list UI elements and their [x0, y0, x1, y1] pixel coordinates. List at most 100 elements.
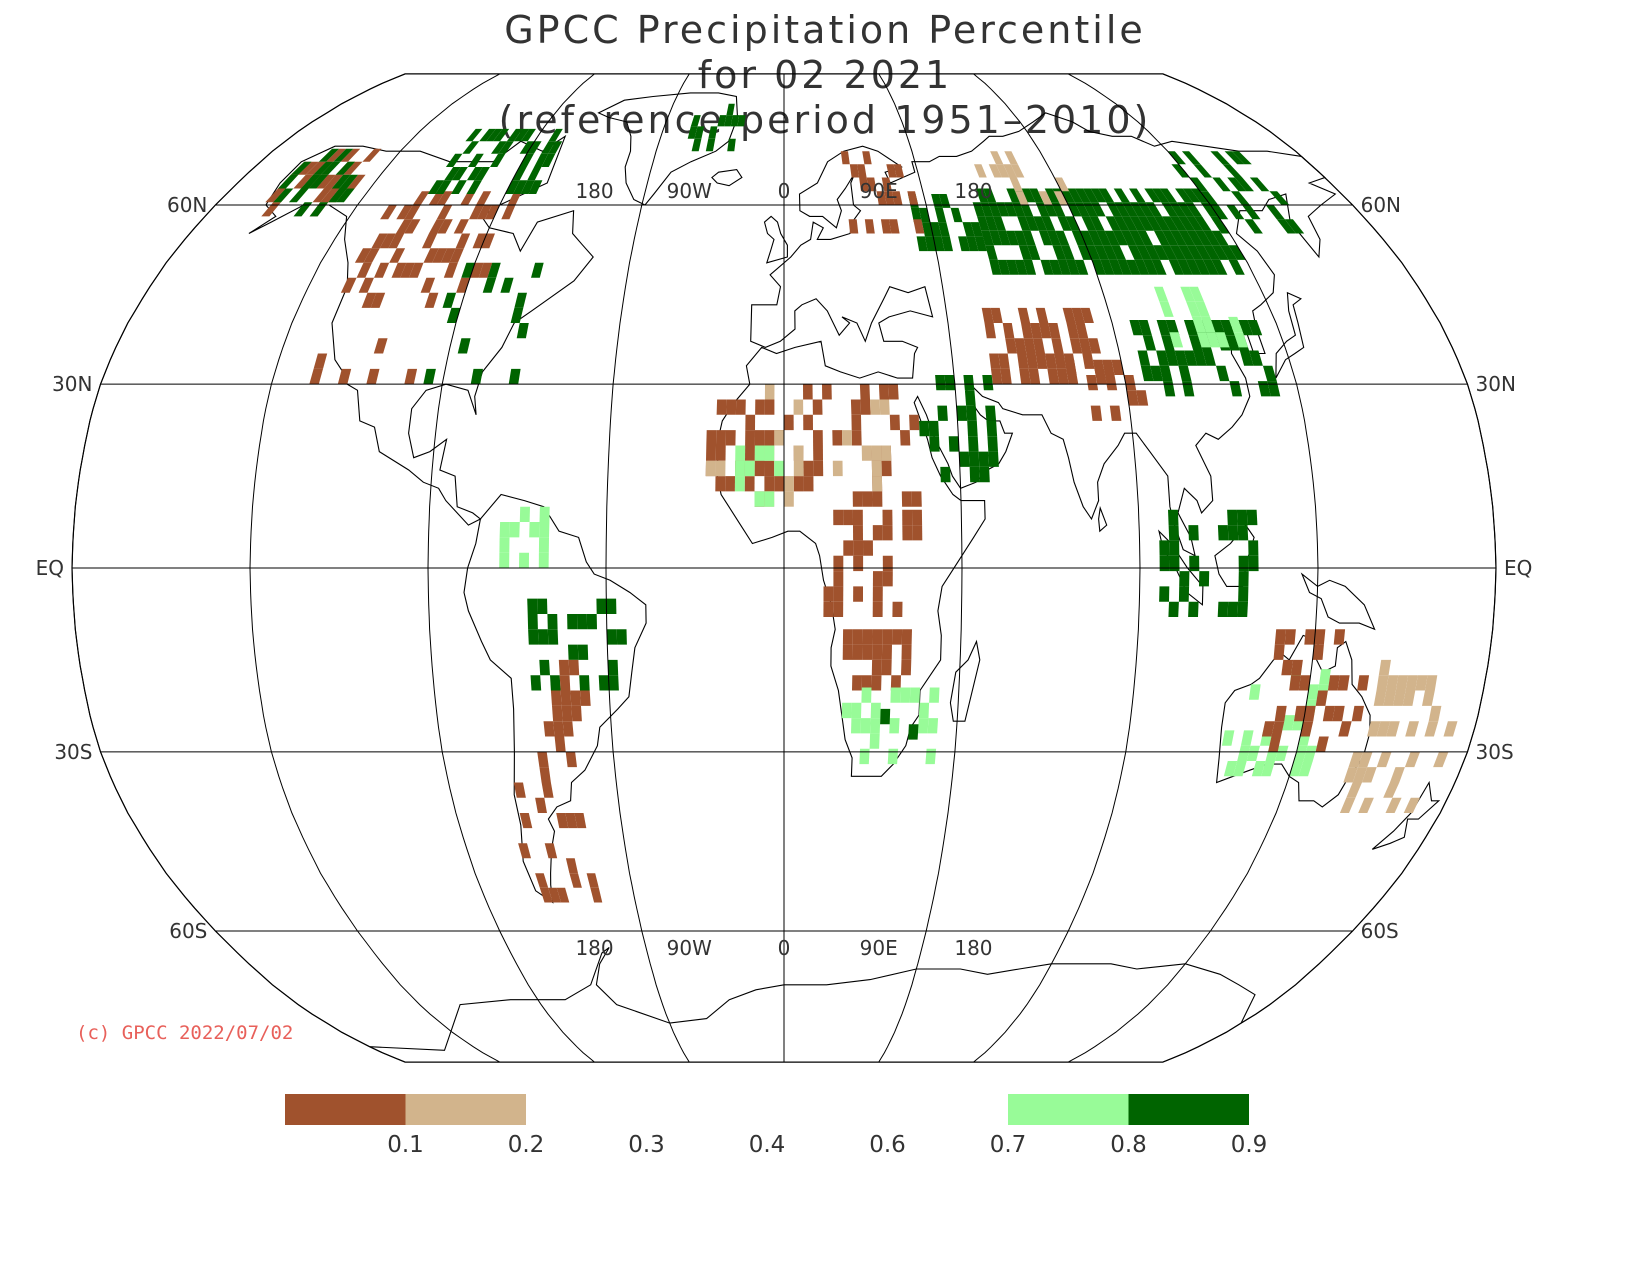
- percentile-cell: [543, 721, 555, 737]
- percentile-cell: [972, 202, 985, 217]
- percentile-cell: [1189, 555, 1200, 572]
- percentile-cell: [876, 191, 887, 205]
- percentile-cell: [978, 451, 990, 467]
- percentile-cell: [1239, 350, 1254, 366]
- percentile-cell: [803, 384, 813, 400]
- percentile-cell: [513, 128, 530, 142]
- percentile-cell: [354, 248, 372, 263]
- percentile-cell: [1298, 675, 1311, 691]
- percentile-cell: [1085, 245, 1101, 260]
- percentile-cell: [793, 445, 804, 461]
- percentile-cell: [1075, 188, 1091, 203]
- percentile-cell: [1182, 188, 1201, 203]
- percentile-cell: [933, 236, 945, 252]
- percentile-cell: [561, 705, 573, 722]
- percentile-cell: [487, 262, 501, 278]
- percentile-cell: [544, 843, 558, 859]
- percentile-cell: [1194, 216, 1212, 231]
- percentile-cell: [569, 873, 582, 888]
- percentile-cell: [427, 180, 445, 194]
- percentile-cell: [1238, 555, 1249, 572]
- percentile-cell: [907, 191, 919, 205]
- percentile-cell: [1275, 745, 1289, 761]
- percentile-cell: [1221, 730, 1235, 746]
- percentile-cell: [1261, 721, 1275, 737]
- percentile-cell: [1017, 307, 1031, 323]
- percentile-cell: [1178, 216, 1196, 231]
- percentile-cell: [313, 161, 334, 175]
- percentile-cell: [872, 491, 883, 507]
- percentile-cell: [754, 460, 765, 477]
- percentile-cell: [519, 153, 534, 167]
- percentile-cell: [1100, 259, 1115, 275]
- percentile-cell: [871, 675, 882, 691]
- percentile-cell: [1156, 320, 1171, 336]
- percentile-cell: [1129, 188, 1146, 203]
- percentile-cell: [925, 748, 937, 765]
- percentile-cell: [1247, 320, 1263, 336]
- percentile-cell: [293, 202, 313, 217]
- percentile-cell: [1112, 230, 1128, 246]
- meridian-line: [878, 73, 963, 1063]
- lat-label-left: 30N: [52, 372, 92, 396]
- percentile-cell: [1284, 629, 1296, 645]
- percentile-cell: [881, 445, 892, 461]
- percentile-cell: [833, 555, 844, 572]
- percentile-cell: [872, 476, 883, 492]
- percentile-cell: [535, 873, 549, 888]
- percentile-cell: [1161, 245, 1178, 260]
- percentile-cell: [890, 687, 901, 703]
- percentile-cell: [851, 718, 861, 734]
- lon-label-top: 0: [778, 179, 791, 203]
- percentile-cell: [1237, 525, 1249, 541]
- percentile-cell: [764, 430, 775, 446]
- percentile-cell: [1114, 202, 1130, 217]
- percentile-cell: [261, 202, 281, 217]
- percentile-cell: [1009, 177, 1023, 192]
- percentile-cell: [1082, 202, 1098, 217]
- percentile-cell: [744, 476, 755, 492]
- percentile-cell: [606, 598, 617, 614]
- percentile-cell: [1169, 540, 1180, 556]
- percentile-cell: [940, 466, 951, 483]
- percentile-cell: [1315, 736, 1329, 752]
- coastline-great-britain: [763, 215, 788, 264]
- percentile-cell: [985, 405, 997, 421]
- lon-label-top: 90E: [860, 179, 898, 203]
- percentile-cell: [1006, 188, 1020, 203]
- percentile-cell: [1071, 307, 1085, 323]
- percentile-cell: [764, 460, 775, 477]
- percentile-cell: [735, 460, 745, 477]
- percentile-cell: [308, 174, 329, 189]
- percentile-cell: [1109, 405, 1122, 421]
- lat-label-left: 60N: [167, 193, 207, 217]
- percentile-cell: [1004, 151, 1018, 165]
- lat-label-left: EQ: [36, 556, 64, 580]
- percentile-cell: [506, 128, 523, 142]
- percentile-cell: [726, 399, 737, 415]
- percentile-cell: [886, 164, 897, 178]
- percentile-cell: [866, 177, 877, 192]
- percentile-cell: [1018, 245, 1032, 260]
- legend-label: 0.6: [869, 1132, 906, 1158]
- percentile-cell: [881, 644, 892, 660]
- percentile-cell: [862, 629, 873, 645]
- percentile-cell: [1195, 301, 1210, 317]
- percentile-cell: [1043, 202, 1058, 217]
- percentile-cell: [745, 414, 756, 431]
- percentile-cell: [962, 222, 975, 237]
- percentile-cell: [916, 236, 928, 252]
- percentile-cell: [1126, 259, 1141, 275]
- percentile-cell: [371, 233, 388, 249]
- percentile-cell: [1227, 509, 1238, 526]
- percentile-cell: [1211, 245, 1229, 260]
- percentile-cell: [1248, 540, 1259, 556]
- percentile-cell: [1069, 338, 1083, 354]
- percentile-cell: [1186, 245, 1203, 260]
- percentile-cell: [1257, 381, 1271, 397]
- percentile-cell: [1195, 245, 1212, 260]
- percentile-cell: [882, 525, 893, 541]
- percentile-cell: [529, 522, 540, 538]
- percentile-cell: [1362, 767, 1377, 783]
- percentile-cell: [1246, 745, 1260, 761]
